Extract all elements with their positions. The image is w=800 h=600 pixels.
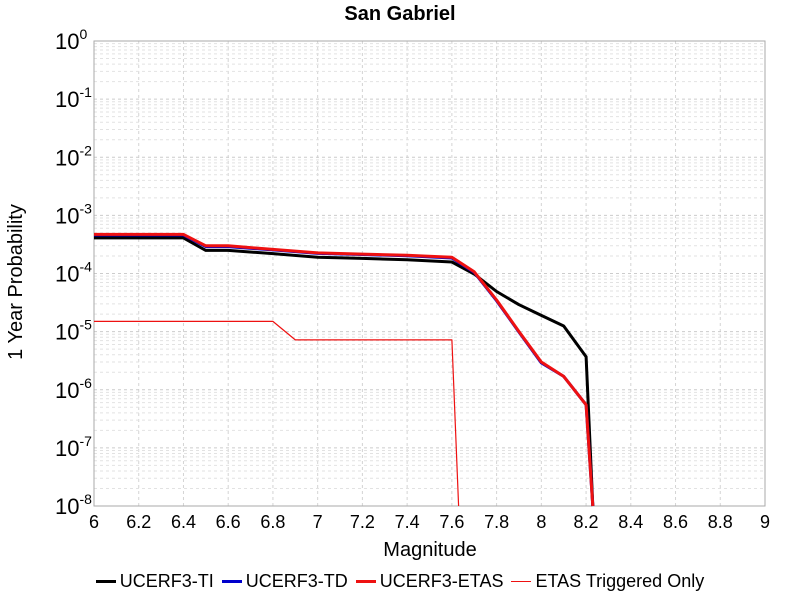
legend-item: UCERF3-ETAS — [355, 570, 504, 592]
y-tick-label: 10-6 — [55, 375, 92, 403]
x-tick-label: 8.6 — [663, 512, 688, 532]
chart-title: San Gabriel — [344, 3, 455, 25]
x-tick-label: 6.6 — [216, 512, 241, 532]
x-tick-label: 8.2 — [574, 512, 599, 532]
y-tick-label: 10-3 — [55, 200, 92, 228]
legend-item: UCERF3-TI — [95, 570, 214, 592]
x-tick-label: 7 — [313, 512, 323, 532]
legend-item: UCERF3-TD — [221, 570, 348, 592]
series-line-etas-triggered-only — [94, 320, 460, 507]
legend-label: UCERF3-TD — [245, 570, 348, 591]
legend-swatch — [221, 579, 242, 583]
y-tick-label: 10-5 — [55, 317, 92, 345]
legend-swatch — [511, 580, 532, 582]
series-line-ucerf3-etas — [94, 232, 595, 507]
legend-label: ETAS Triggered Only — [535, 570, 705, 591]
x-tick-label: 8.4 — [618, 512, 643, 532]
x-tick-label: 6.2 — [126, 512, 151, 532]
y-tick-label: 10-2 — [55, 142, 92, 170]
y-tick-label: 10-1 — [55, 84, 92, 112]
series-line-ucerf3-ti — [94, 236, 595, 507]
legend-swatch — [355, 579, 376, 583]
x-tick-label: 6.8 — [260, 512, 285, 532]
y-axis-ticks: 100 10-1 10-2 10-3 10-4 10-5 10-6 10-7 10-8 — [55, 26, 92, 519]
x-tick-label: 7.4 — [395, 512, 420, 532]
y-tick-label: 10-7 — [55, 433, 92, 461]
x-axis-label: Magnitude — [383, 539, 476, 561]
legend-label: UCERF3-TI — [119, 570, 214, 591]
legend-item: ETAS Triggered Only — [511, 571, 704, 592]
grid — [94, 41, 765, 506]
legend-swatch — [95, 579, 116, 583]
x-tick-label: 6.4 — [171, 512, 196, 532]
y-tick-label: 10-4 — [55, 259, 92, 287]
series-lines — [94, 232, 595, 507]
x-axis-ticks: 6 6.2 6.4 6.6 6.8 7 7.2 7.4 7.6 7.8 8 8.2 8.4 8.6 8.8 9 — [89, 512, 770, 532]
x-tick-label: 8 — [536, 512, 546, 532]
legend: UCERF3-TI UCERF3-TD UCERF3-ETAS ETAS Trigge… — [0, 566, 800, 596]
x-tick-label: 7.2 — [350, 512, 375, 532]
x-tick-label: 6 — [89, 512, 99, 532]
x-tick-label: 9 — [760, 512, 770, 532]
y-axis-label: 1 Year Probability — [5, 204, 27, 360]
legend-label: UCERF3-ETAS — [379, 570, 504, 591]
x-tick-label: 8.8 — [708, 512, 733, 532]
x-tick-label: 7.8 — [484, 512, 509, 532]
y-tick-label: 100 — [55, 26, 87, 54]
plot-area-border — [93, 40, 766, 507]
x-tick-label: 7.6 — [439, 512, 464, 532]
y-tick-label: 10-8 — [55, 491, 92, 519]
